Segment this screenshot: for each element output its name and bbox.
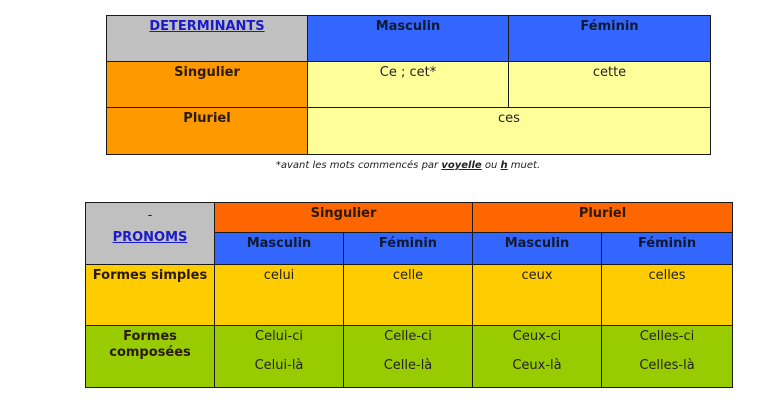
celui-ci: Celui-ci: [255, 329, 303, 344]
determinants-table: DETERMINANTS Masculin Féminin Singulier …: [106, 15, 711, 155]
header-feminin: Féminin: [508, 15, 711, 62]
cell-ceux-composee: Ceux-ci Ceux-là: [472, 325, 602, 388]
row-label-singulier: Singulier: [106, 61, 308, 108]
pronoms-table: - PRONOMS Singulier Pluriel Masculin Fém…: [85, 202, 734, 388]
cell-celles-composee: Celles-ci Celles-là: [600, 325, 734, 388]
determinants-link[interactable]: DETERMINANTS: [149, 19, 265, 34]
footnote-text: muet.: [507, 160, 541, 171]
cell-pluriel: ces: [307, 107, 711, 155]
footnote: *avant les mots commencés par voyelle ou…: [0, 160, 762, 171]
footnote-h: h: [500, 160, 508, 171]
cell-celle-composee: Celle-ci Celle-là: [343, 325, 473, 388]
ceux-ci: Ceux-ci: [512, 329, 562, 344]
sub-header-plur-masculin: Masculin: [472, 232, 602, 265]
sub-header-plur-feminin: Féminin: [600, 232, 734, 265]
cell-singulier-masculin: Ce ; cet*: [307, 61, 509, 108]
sub-header-sing-feminin: Féminin: [343, 232, 473, 265]
header-masculin: Masculin: [307, 15, 509, 62]
cell-celles: celles: [600, 264, 734, 326]
pronoms-corner-cell: - PRONOMS: [85, 202, 215, 265]
pronoms-link[interactable]: PRONOMS: [112, 230, 188, 245]
cell-celui-composee: Celui-ci Celui-là: [214, 325, 344, 388]
corner-dash: -: [147, 208, 153, 223]
celle-ci: Celle-ci: [384, 329, 432, 344]
sub-header-sing-masculin: Masculin: [214, 232, 344, 265]
row-label-formes-simples: Formes simples: [85, 264, 215, 326]
celles-la: Celles-là: [639, 358, 695, 373]
footnote-voyelle: voyelle: [441, 160, 482, 171]
determinants-corner-cell: DETERMINANTS: [106, 15, 308, 62]
row-label-formes-composees: Formes composées: [85, 325, 215, 388]
cell-celui: celui: [214, 264, 344, 326]
celle-la: Celle-là: [383, 358, 433, 373]
celui-la: Celui-là: [254, 358, 304, 373]
cell-ceux: ceux: [472, 264, 602, 326]
group-header-singulier: Singulier: [214, 202, 473, 233]
footnote-text: *avant les mots commencés par: [275, 160, 442, 171]
group-header-pluriel: Pluriel: [471, 202, 734, 233]
celles-ci: Celles-ci: [639, 329, 695, 344]
footnote-text: ou: [481, 160, 501, 171]
row-label-pluriel: Pluriel: [106, 107, 308, 155]
ceux-la: Ceux-là: [512, 358, 562, 373]
cell-singulier-feminin: cette: [508, 61, 711, 108]
cell-celle: celle: [343, 264, 473, 326]
